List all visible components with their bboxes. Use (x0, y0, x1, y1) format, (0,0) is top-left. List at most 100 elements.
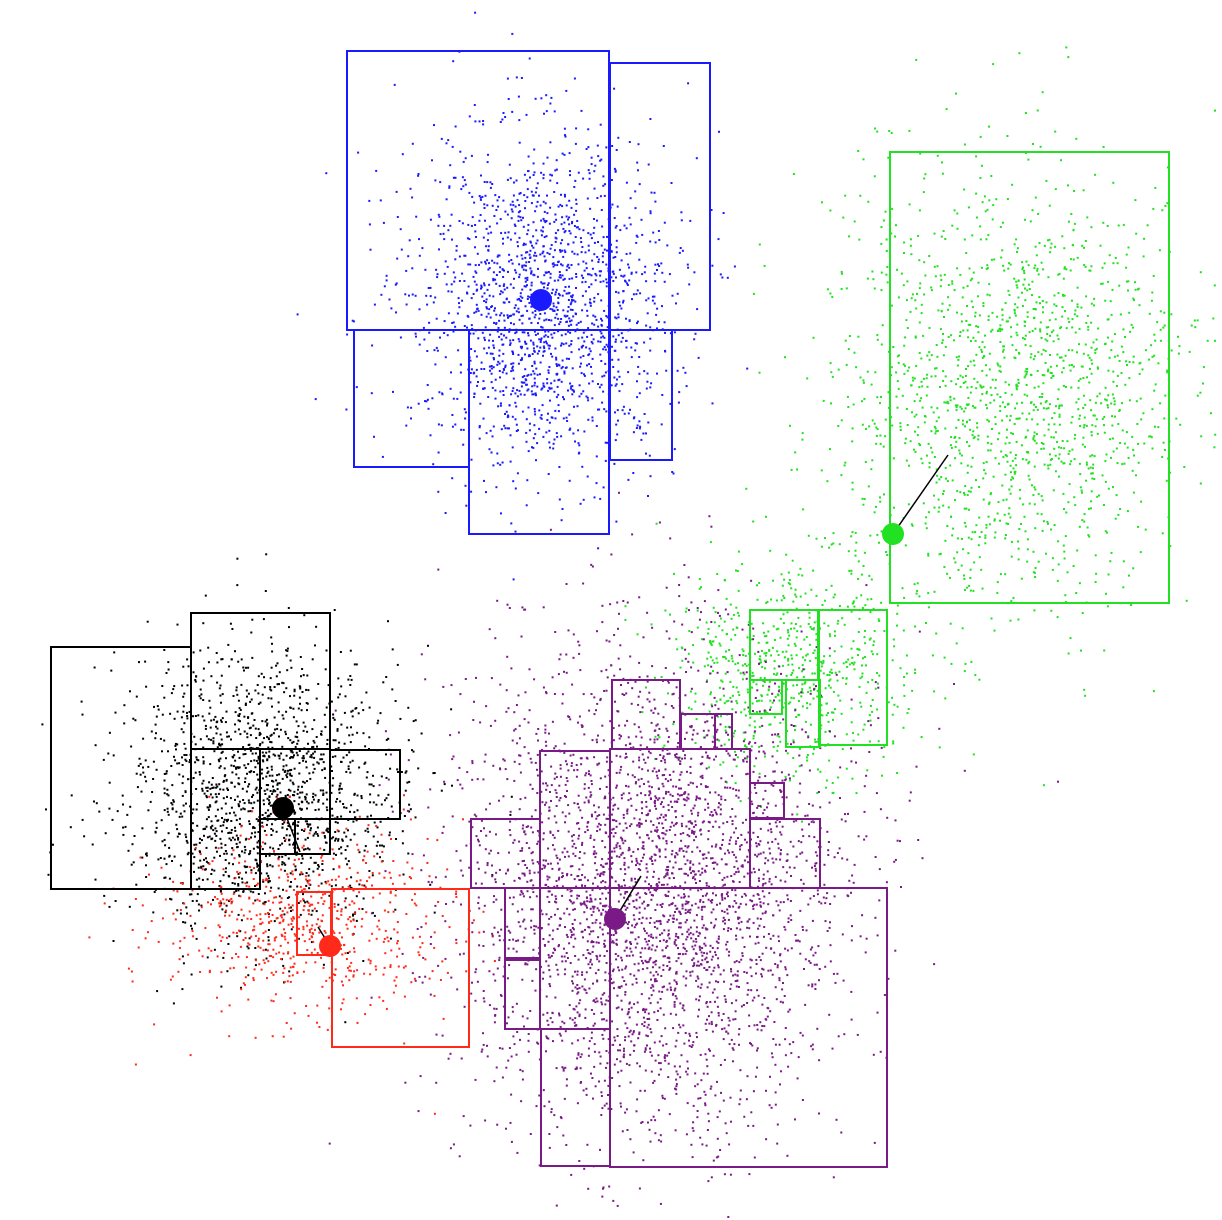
scatter-dot (315, 910, 318, 913)
scatter-dot (1009, 516, 1012, 519)
scatter-dot (1125, 360, 1128, 363)
scatter-dot (538, 409, 541, 412)
scatter-dot (979, 399, 982, 402)
scatter-dot (1091, 424, 1094, 427)
scatter-dot (267, 809, 270, 812)
scatter-dot (1020, 523, 1022, 525)
scatter-dot (601, 261, 604, 264)
scatter-dot (1061, 371, 1064, 374)
scatter-dot (565, 416, 568, 419)
scatter-dot (563, 127, 566, 130)
scatter-dot (485, 301, 488, 304)
scatter-dot (613, 217, 616, 219)
scatter-dot (850, 572, 853, 575)
scatter-dot (1094, 554, 1097, 557)
scatter-dot (707, 627, 710, 630)
scatter-dot (927, 552, 930, 555)
scatter-dot (339, 800, 342, 803)
scatter-dot (1143, 237, 1146, 240)
scatter-dot (492, 339, 494, 342)
scatter-dot (512, 369, 515, 372)
scatter-dot (262, 777, 264, 780)
scatter-dot (773, 673, 775, 676)
scatter-dot (779, 721, 782, 724)
scatter-dot (408, 780, 411, 783)
scatter-dot (571, 299, 573, 301)
scatter-dot (731, 708, 734, 711)
scatter-dot (211, 787, 214, 789)
scatter-dot (862, 657, 864, 660)
scatter-dot (491, 352, 494, 355)
scatter-dot (937, 309, 940, 312)
scatter-dot (587, 169, 590, 172)
scatter-dot (572, 432, 575, 435)
scatter-dot (771, 646, 774, 649)
scatter-dot (545, 220, 548, 222)
scatter-dot (711, 264, 714, 267)
scatter-dot (560, 435, 563, 438)
scatter-dot (598, 386, 601, 389)
scatter-dot (766, 711, 769, 714)
scatter-dot (778, 685, 780, 688)
scatter-dot (288, 626, 290, 629)
scatter-dot (186, 715, 189, 717)
scatter-dot (230, 658, 233, 661)
scatter-dot (623, 224, 626, 227)
scatter-dot (999, 370, 1002, 373)
scatter-dot (638, 427, 641, 430)
scatter-dot (344, 849, 347, 851)
scatter-dot (580, 251, 583, 254)
scatter-dot (299, 913, 302, 916)
scatter-dot (826, 480, 829, 483)
scatter-dot (992, 475, 995, 478)
scatter-dot (247, 763, 250, 766)
scatter-dot (983, 195, 986, 198)
scatter-dot (590, 365, 592, 368)
scatter-dot (1003, 513, 1006, 516)
scatter-dot (401, 842, 404, 845)
scatter-dot (443, 238, 446, 241)
scatter-dot (858, 617, 861, 620)
scatter-dot (879, 434, 882, 437)
scatter-dot (917, 426, 920, 429)
scatter-dot (963, 577, 966, 580)
scatter-dot (599, 330, 602, 333)
scatter-dot (913, 415, 916, 418)
scatter-dot (596, 197, 599, 199)
scatter-dot (346, 863, 349, 866)
scatter-dot (789, 583, 792, 586)
scatter-dot (1150, 299, 1153, 302)
scatter-dot (653, 191, 656, 194)
scatter-dot (426, 350, 429, 352)
scatter-dot (732, 732, 735, 735)
scatter-dot (253, 719, 256, 721)
scatter-dot (478, 263, 480, 266)
scatter-dot (439, 233, 442, 236)
scatter-dot (155, 732, 157, 735)
scatter-dot (1051, 568, 1054, 571)
scatter-dot (1007, 267, 1010, 270)
scatter-dot (348, 751, 351, 754)
scatter-dot (589, 304, 592, 307)
scatter-dot (509, 343, 512, 346)
scatter-dot (1052, 340, 1055, 343)
scatter-dot (1028, 478, 1031, 481)
scatter-dot (966, 329, 969, 332)
scatter-dot (228, 665, 231, 668)
scatter-dot (531, 365, 534, 367)
scatter-dot (903, 676, 906, 678)
scatter-dot (237, 883, 240, 885)
scatter-dot (808, 686, 811, 689)
scatter-dot (263, 803, 265, 806)
scatter-dot (904, 336, 907, 339)
scatter-dot (947, 336, 950, 338)
scatter-dot (523, 381, 526, 384)
scatter-dot (963, 574, 965, 577)
scatter-dot (464, 183, 467, 186)
scatter-dot (915, 592, 918, 595)
scatter-dot (734, 729, 736, 732)
scatter-dot (961, 419, 964, 422)
scatter-dot (1084, 403, 1087, 406)
scatter-dot (613, 167, 616, 170)
scatter-dot (382, 845, 385, 848)
